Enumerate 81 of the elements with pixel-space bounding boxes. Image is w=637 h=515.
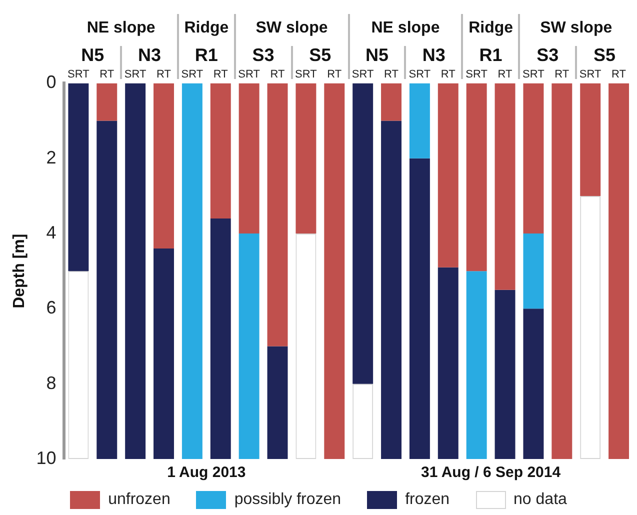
bar <box>125 83 146 459</box>
bar <box>296 83 316 234</box>
text: Ridge <box>468 19 514 36</box>
bar <box>267 346 288 459</box>
legend-label: unfrozen <box>108 491 170 509</box>
text: SW slope <box>256 19 328 36</box>
bar <box>523 83 544 234</box>
x-tick-label: SRT <box>68 68 90 81</box>
bar <box>438 267 458 459</box>
x-tick-label: SRT <box>181 68 204 81</box>
bar <box>352 83 374 384</box>
text: R1 <box>194 44 218 65</box>
text: R1 <box>479 44 502 65</box>
bar <box>438 83 458 268</box>
bar <box>552 83 572 459</box>
bar <box>238 83 260 234</box>
y-tick-label: 10 <box>36 448 56 468</box>
bar <box>238 234 260 459</box>
text: NE slope <box>371 19 440 36</box>
bar <box>96 83 118 121</box>
text: 1 Aug 2013 <box>167 464 246 482</box>
bar <box>210 218 231 459</box>
text: N3 <box>422 44 446 65</box>
y-tick-label: 0 <box>46 72 56 92</box>
x-tick-label: SRT <box>238 68 260 81</box>
text: 31 Aug / 6 Sep 2014 <box>421 464 562 482</box>
text: S3 <box>252 44 274 65</box>
y-axis-title: Depth [m] <box>11 234 28 308</box>
bar <box>608 83 630 459</box>
bar <box>154 83 174 249</box>
x-tick-label: RT <box>498 68 513 81</box>
x-tick-label: SRT <box>352 68 374 81</box>
y-tick-label: 8 <box>46 372 56 393</box>
text: no data <box>514 491 567 509</box>
x-tick-label: RT <box>327 68 342 81</box>
bar <box>154 248 174 459</box>
bar <box>580 83 601 196</box>
bar <box>267 83 288 346</box>
bar <box>409 158 430 459</box>
bar <box>210 83 231 218</box>
x-tick-label: RT <box>213 68 228 81</box>
text: N5 <box>366 44 389 65</box>
bar <box>409 83 430 158</box>
text: N5 <box>81 44 104 65</box>
x-tick-label: RT <box>100 68 114 81</box>
bar <box>466 271 487 459</box>
bar <box>494 83 516 290</box>
text: Ridge <box>184 19 229 36</box>
x-tick-label: SRT <box>295 68 318 81</box>
text: S5 <box>594 44 616 65</box>
x-tick-label: RT <box>612 68 626 81</box>
bar <box>68 83 89 272</box>
bar <box>381 120 402 459</box>
text: S3 <box>536 44 559 65</box>
legend-label: frozen <box>405 491 450 509</box>
x-tick-label: RT <box>270 68 286 81</box>
y-tick-label: 2 <box>46 147 56 168</box>
text: N3 <box>138 44 162 65</box>
bar <box>182 83 202 459</box>
x-tick-label: RT <box>384 68 399 81</box>
bar <box>381 83 402 121</box>
legend-label: possibly frozen <box>234 491 342 509</box>
y-tick-label: 4 <box>46 222 56 242</box>
x-tick-label: RT <box>440 68 456 81</box>
x-tick-label: SRT <box>408 68 431 81</box>
x-tick-label: RT <box>156 68 172 81</box>
x-tick-label: SRT <box>579 68 602 81</box>
text: NE slope <box>86 19 156 36</box>
text: S5 <box>309 44 332 65</box>
bar <box>523 308 544 459</box>
bar <box>324 83 345 459</box>
x-tick-label: SRT <box>522 68 545 81</box>
x-tick-label: RT <box>554 68 570 81</box>
x-tick-label: SRT <box>466 68 488 81</box>
bar <box>96 120 118 459</box>
y-tick-label: 6 <box>46 298 56 318</box>
x-tick-label: SRT <box>124 68 146 81</box>
bar <box>523 234 544 309</box>
text: SW slope <box>540 19 612 36</box>
bar <box>494 290 516 459</box>
bar <box>466 83 487 272</box>
